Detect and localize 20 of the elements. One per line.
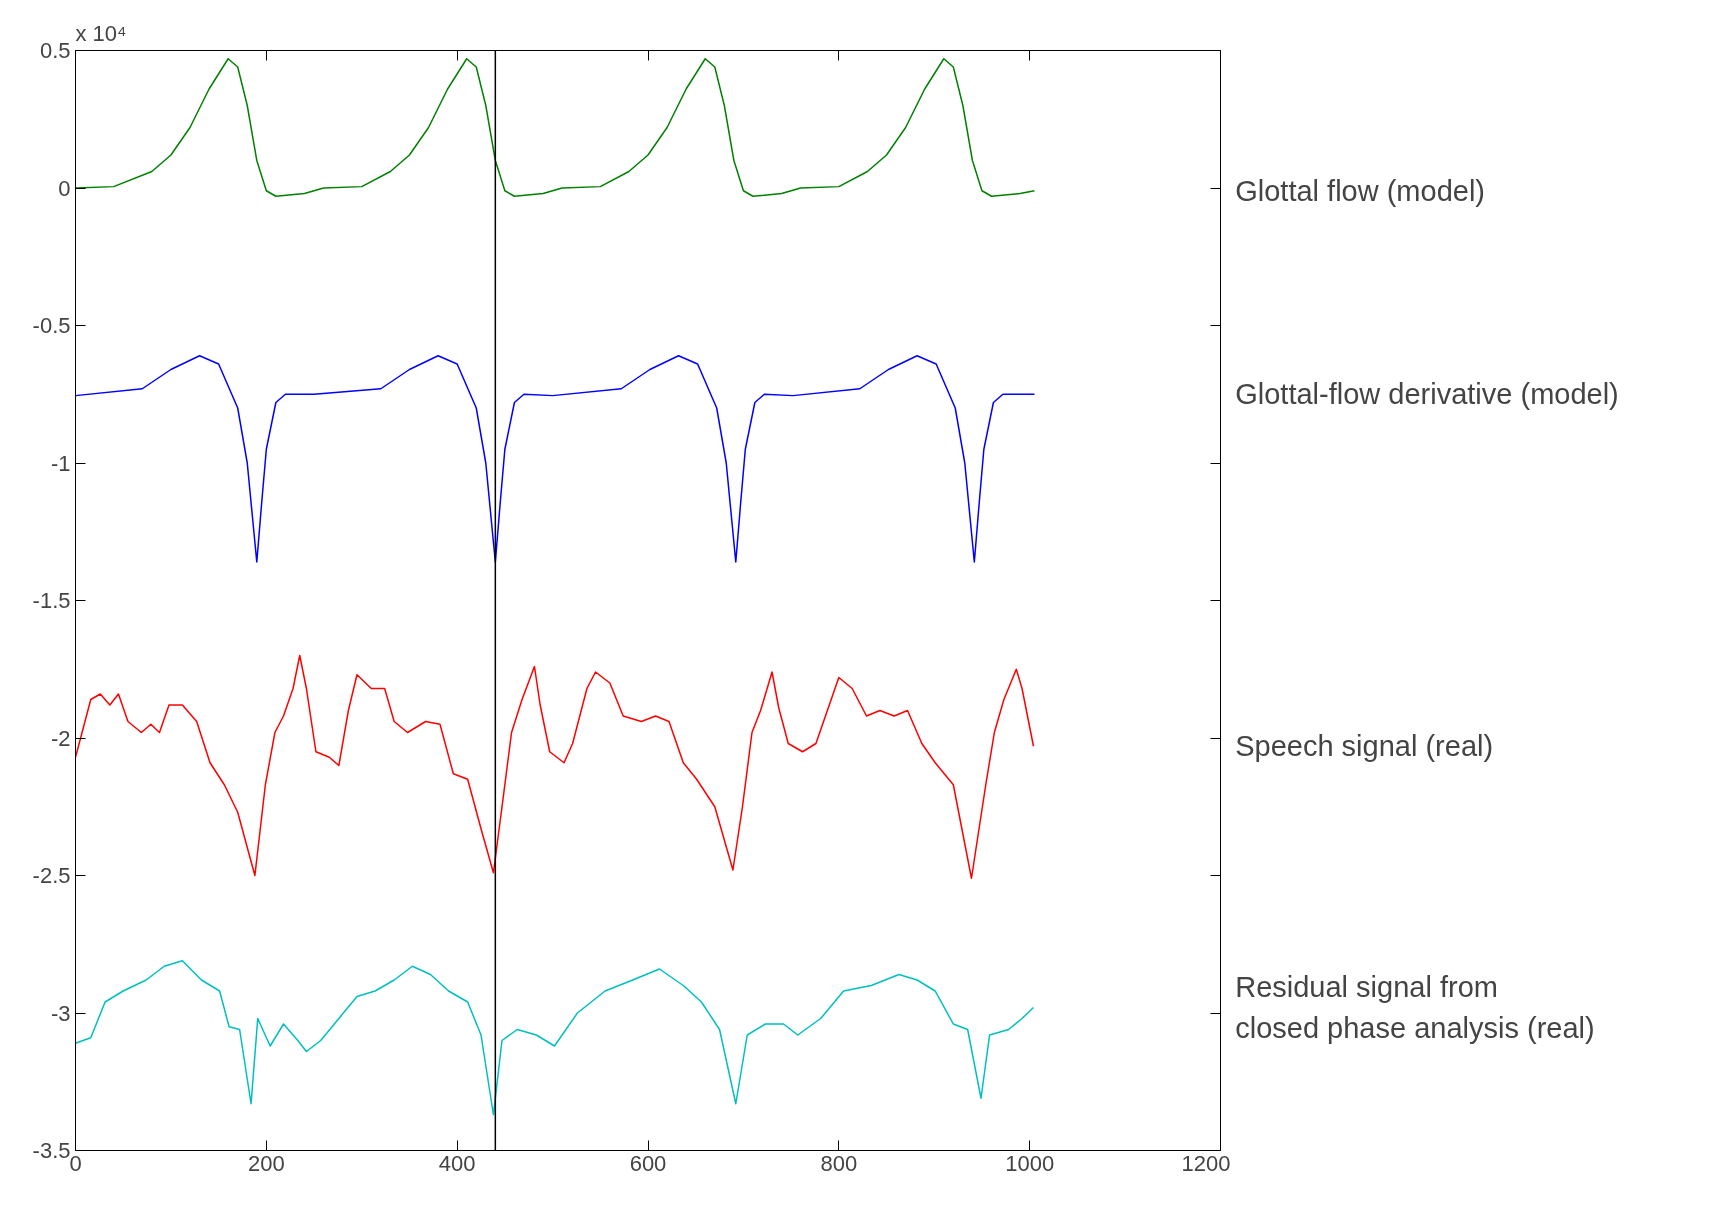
x-tick-label: 200 <box>247 1150 285 1176</box>
text: Glottal-flow derivative (model) <box>1235 378 1619 411</box>
text: Glottal flow (model) <box>1235 174 1486 207</box>
y-tick-label: -3 <box>50 1000 71 1026</box>
y-tick-label: -3.5 <box>32 1138 71 1163</box>
y-tick-label: -1 <box>50 450 71 476</box>
y-tick-label: 0 <box>58 175 71 201</box>
text: Residual signal from closed phase analysis (real) <box>1235 970 1595 1045</box>
text: x 10⁴ <box>75 20 127 46</box>
y-tick-label: -2 <box>50 725 71 751</box>
x-tick-label: 600 <box>629 1150 667 1176</box>
x-tick-label: 800 <box>820 1150 858 1176</box>
text: Speech signal (real) <box>1235 730 1494 763</box>
y-tick-label: -2.5 <box>32 863 71 888</box>
x-tick-label: 1200 <box>1181 1150 1231 1176</box>
y-tick-label: 0.5 <box>39 38 71 63</box>
y-tick-label: -1.5 <box>32 588 71 613</box>
x-tick-label: 1000 <box>1005 1150 1055 1176</box>
x-tick-label: 400 <box>438 1150 476 1176</box>
y-tick-label: -0.5 <box>32 313 71 338</box>
